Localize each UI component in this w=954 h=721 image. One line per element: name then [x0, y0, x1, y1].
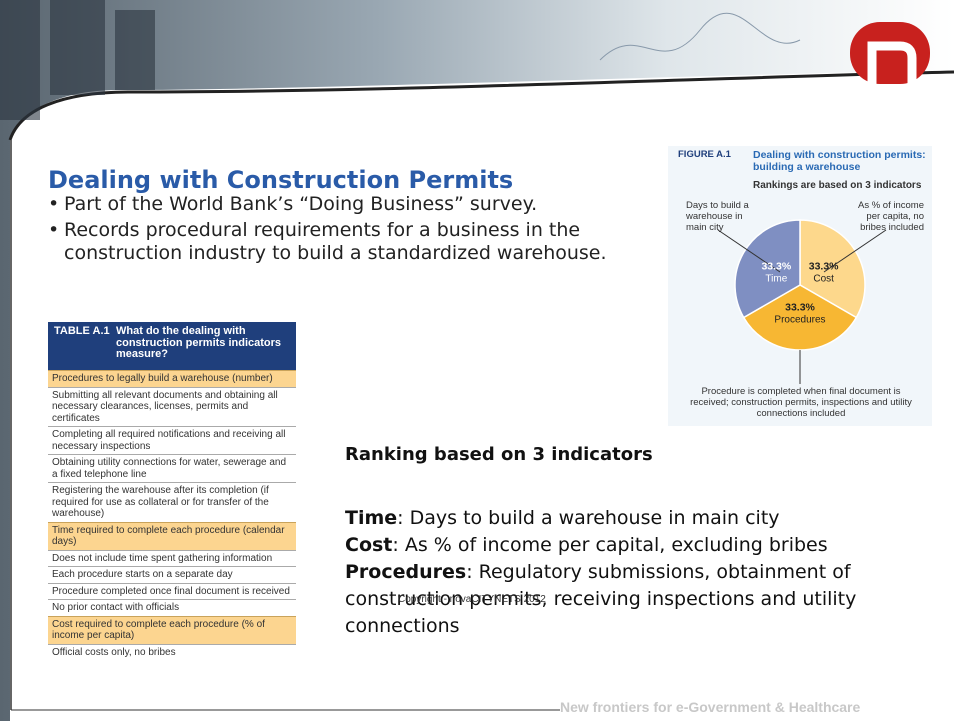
slice-label: Cost	[813, 273, 834, 284]
section-row: Procedures to legally build a warehouse …	[48, 370, 296, 387]
bullet: Records procedural requirements for a bu…	[48, 219, 658, 265]
section-unit: (number)	[232, 373, 273, 384]
leader-line	[717, 229, 781, 273]
definition-text: : Regulatory submissions, obtainment of …	[345, 561, 857, 637]
footer: New frontiers for e-Government & Healthc…	[560, 699, 861, 715]
table-body: Procedures to legally build a warehouse …	[48, 370, 296, 660]
copyright: Copyright - novaCITYNETS 2012	[398, 594, 546, 605]
table-row: Completing all required notifications an…	[48, 426, 296, 454]
section-heading: Time required to complete each procedure	[52, 524, 241, 536]
section-heading: Procedures to legally build a warehouse	[52, 373, 230, 384]
pie-slice	[799, 219, 866, 319]
slice-label: Time	[765, 273, 787, 284]
annotation: Procedure is completed when final docume…	[690, 386, 912, 419]
definitions: Time: Days to build a warehouse in main …	[345, 505, 945, 640]
section-row: Time required to complete each procedure…	[48, 521, 296, 550]
figure-label: FIGURE A.1	[678, 149, 731, 160]
section-heading: Cost required to complete each procedure	[52, 618, 239, 630]
logo-n	[867, 41, 917, 84]
table-row: No prior contact with officials	[48, 599, 296, 616]
table-row: Each procedure starts on a separate day	[48, 566, 296, 583]
body-heading: Ranking based on 3 indicators	[345, 444, 653, 465]
value-label: 33.3%	[785, 301, 815, 313]
table-row: Submitting all relevant documents and ob…	[48, 386, 296, 427]
annotation: Days to build a warehouse in main city	[686, 200, 749, 233]
pie-slice	[742, 284, 858, 351]
value-label: 33.3%	[809, 260, 839, 272]
graph-line	[599, 13, 801, 61]
section-unit: (% of income per capita)	[52, 618, 265, 642]
slices	[734, 219, 866, 351]
leader-line	[823, 229, 887, 273]
section-unit: (calendar days)	[52, 524, 285, 548]
table-row: Obtaining utility connections for water,…	[48, 454, 296, 482]
definition-text: : As % of income per capital, excluding …	[392, 534, 828, 556]
table-row: Official costs only, no bribes	[48, 643, 296, 661]
table-row: Procedure completed once final document …	[48, 582, 296, 600]
table-caption: What do the dealing with construction pe…	[116, 325, 282, 360]
logo	[850, 22, 930, 84]
table: TABLE A.1 What do the dealing with const…	[48, 322, 296, 660]
section-row: Cost required to complete each procedure…	[48, 615, 296, 644]
banner-edge	[8, 70, 954, 141]
bullet-list: Part of the World Bank’s “Doing Business…	[48, 190, 658, 265]
figure-subtitle: Rankings are based on 3 indicators	[753, 180, 922, 191]
slice-label: Procedures	[774, 314, 825, 325]
pie-slice	[734, 219, 801, 319]
definition: Time: Days to build a warehouse in main …	[345, 505, 945, 532]
annotation: As % of income per capita, no bribes inc…	[858, 200, 924, 233]
bullet: Part of the World Bank’s “Doing Business…	[48, 193, 658, 216]
definition: Cost: As % of income per capital, exclud…	[345, 532, 945, 559]
slide-title: Dealing with Construction Permits	[48, 166, 514, 194]
table-header: TABLE A.1 What do the dealing with const…	[48, 322, 296, 370]
table-row: Does not include time spent gathering in…	[48, 549, 296, 567]
table-row: Registering the warehouse after its comp…	[48, 482, 296, 522]
value-label: 33.3%	[761, 260, 791, 272]
term: Time	[345, 507, 398, 529]
figure: FIGURE A.1 Dealing with construction per…	[668, 146, 932, 426]
buildings	[0, 0, 155, 120]
definition: Procedures: Regulatory submissions, obta…	[345, 559, 945, 640]
term: Procedures	[345, 561, 467, 583]
figure-title: Dealing with construction permits: build…	[753, 149, 926, 173]
table-label: TABLE A.1	[54, 325, 110, 337]
definition-text: : Days to build a warehouse in main city	[397, 507, 780, 529]
term: Cost	[345, 534, 393, 556]
